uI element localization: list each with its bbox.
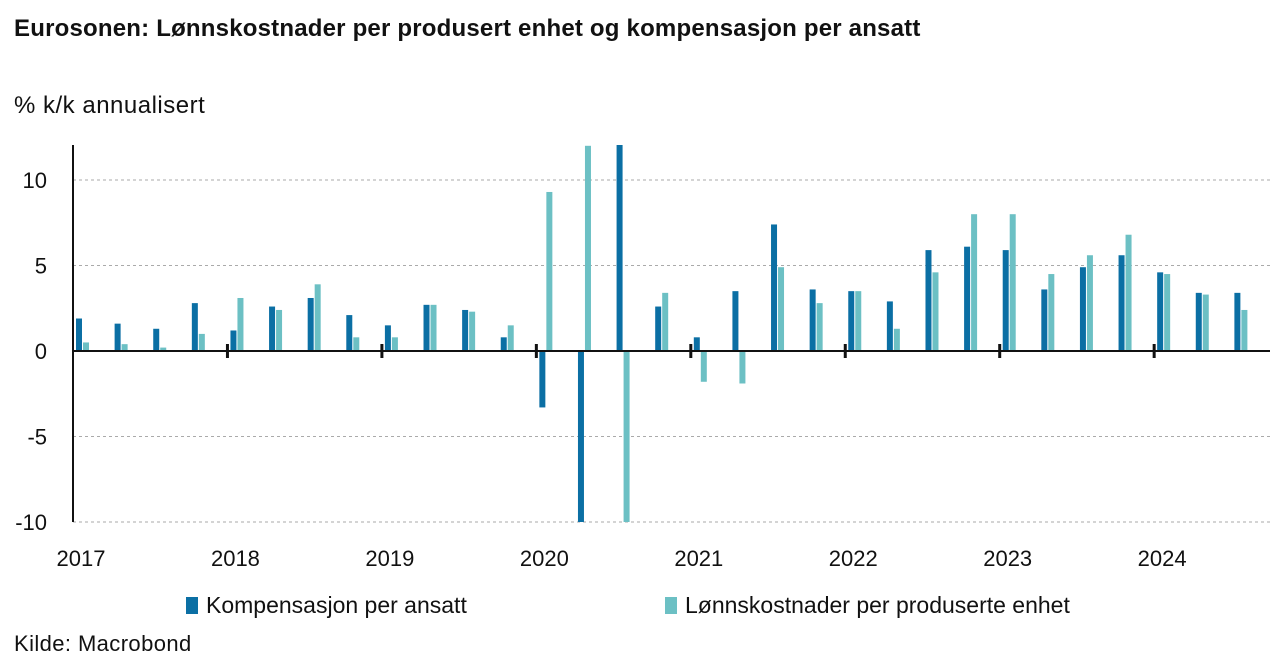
bar-series2: [1202, 294, 1209, 351]
bar-series2: [276, 309, 283, 351]
bar-series2: [1086, 255, 1093, 351]
bar-series2: [83, 342, 89, 351]
bar-series2: [430, 304, 437, 351]
legend-item-series1: Kompensasjon per ansatt: [186, 592, 467, 619]
legend-swatch-series1: [186, 597, 198, 614]
bar-series1: [848, 291, 855, 351]
x-tick-label: 2023: [983, 546, 1032, 571]
bar-series2: [1009, 214, 1016, 351]
bar-series1: [500, 337, 507, 351]
bar-series2: [198, 333, 205, 351]
bar-series2: [237, 297, 244, 351]
bar-series2: [391, 337, 398, 351]
chart-subtitle: % k/k annualisert: [14, 92, 206, 119]
source-note: Kilde: Macrobond: [14, 631, 192, 656]
bar-series1: [886, 301, 893, 351]
bar-series1: [1079, 267, 1086, 351]
bar-series1: [809, 289, 816, 351]
bar-series1: [539, 351, 546, 408]
bar-series2: [546, 191, 553, 351]
x-tick-label: 2021: [674, 546, 723, 571]
bar-series2: [623, 351, 630, 522]
bar-series2: [314, 284, 321, 351]
legend-label-series2: Lønnskostnader per produserte enhet: [685, 592, 1070, 618]
bar-series1: [732, 291, 739, 351]
bar-series1: [1041, 289, 1048, 351]
bar-series1: [577, 351, 584, 522]
bar-series2: [160, 347, 167, 351]
bar-series1: [76, 318, 82, 351]
bar-series2: [469, 311, 476, 351]
bar-series1: [616, 145, 623, 351]
bar-series2: [739, 351, 746, 384]
bar-series2: [893, 328, 900, 351]
bar-series1: [655, 306, 662, 351]
bar-series2: [855, 291, 862, 351]
bar-series2: [1241, 309, 1248, 351]
bar-series1: [925, 250, 932, 351]
x-tick-label: 2024: [1138, 546, 1187, 571]
bar-series1: [693, 337, 700, 351]
legend-label-series1: Kompensasjon per ansatt: [206, 592, 467, 618]
chart-title: Eurosonen: Lønnskostnader per produsert …: [14, 15, 921, 42]
bar-series1: [1195, 292, 1202, 351]
legend-item-series2: Lønnskostnader per produserte enhet: [665, 592, 1070, 619]
bar-series2: [816, 303, 823, 351]
bar-series2: [507, 325, 514, 351]
y-tick-label: 10: [23, 168, 47, 193]
legend-swatch-series2: [665, 597, 677, 614]
bar-series1: [462, 309, 469, 351]
bar-series1: [346, 315, 353, 351]
bar-series2: [1125, 234, 1132, 351]
bar-series2: [121, 344, 128, 351]
bar-series1: [1157, 272, 1164, 351]
bar-series2: [353, 337, 360, 351]
y-tick-label: -5: [27, 425, 47, 450]
bar-series2: [662, 292, 669, 351]
bar-series1: [269, 306, 276, 351]
bar-series1: [230, 330, 237, 351]
bar-series1: [1234, 292, 1241, 351]
x-tick-label: 2019: [365, 546, 414, 571]
bar-series1: [964, 246, 971, 351]
x-tick-label: 2022: [829, 546, 878, 571]
bar-series1: [153, 328, 160, 351]
x-tick-label: 2018: [211, 546, 260, 571]
bar-series2: [1048, 274, 1055, 351]
bar-series1: [384, 325, 391, 351]
bar-series1: [1118, 255, 1125, 351]
x-tick-label: 2020: [520, 546, 569, 571]
bar-series1: [1002, 250, 1009, 351]
bar-series1: [191, 303, 198, 351]
bar-series2: [1164, 274, 1171, 351]
bar-series1: [114, 323, 121, 351]
bar-series2: [584, 145, 591, 351]
bar-series2: [700, 351, 707, 382]
bar-series2: [932, 272, 939, 351]
bar-series1: [307, 297, 314, 351]
bar-series2: [778, 267, 785, 351]
y-tick-label: -10: [15, 510, 47, 535]
bar-series1: [423, 304, 430, 351]
x-tick-label: 2017: [57, 546, 106, 571]
bar-series1: [771, 224, 778, 351]
y-tick-label: 5: [35, 254, 47, 279]
y-tick-label: 0: [35, 339, 47, 364]
bar-series2: [971, 214, 978, 351]
